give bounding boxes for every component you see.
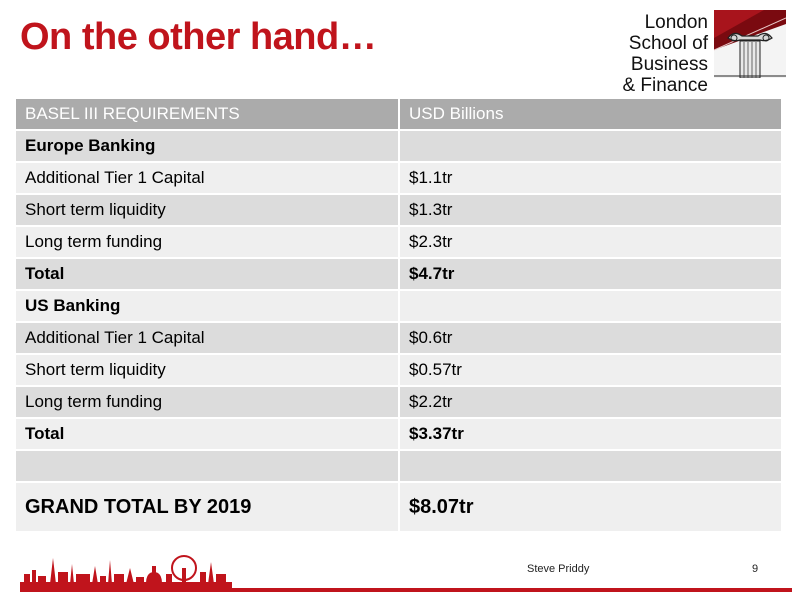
table-row: Additional Tier 1 Capital $0.6tr (16, 322, 783, 355)
table-row: Long term funding $2.3tr (16, 226, 783, 259)
row-value: $2.2tr (399, 386, 783, 419)
table-row: Long term funding $2.2tr (16, 386, 783, 419)
row-label: Additional Tier 1 Capital (16, 322, 400, 355)
grand-total-value: $8.07tr (399, 482, 783, 533)
row-label: Europe Banking (16, 130, 400, 163)
row-value (399, 290, 783, 323)
row-value: $0.57tr (399, 354, 783, 387)
logo-text: London School of Business & Finance (560, 12, 708, 96)
row-label: Total (16, 258, 400, 291)
footer-divider (20, 588, 792, 592)
table-row: Additional Tier 1 Capital $1.1tr (16, 162, 783, 195)
row-label: Short term liquidity (16, 194, 400, 227)
footer-author: Steve Priddy (527, 563, 590, 575)
row-value: $4.7tr (399, 258, 783, 291)
row-label: Short term liquidity (16, 354, 400, 387)
table-row: Europe Banking (16, 130, 783, 163)
lsbf-logo: London School of Business & Finance (560, 8, 788, 96)
page-number: 9 (752, 563, 759, 575)
row-value: $1.1tr (399, 162, 783, 195)
grand-total-row: GRAND TOTAL BY 2019 $8.07tr (16, 482, 783, 533)
london-skyline-icon (20, 555, 232, 590)
row-value: $2.3tr (399, 226, 783, 259)
row-label: Total (16, 418, 400, 451)
logo-line-1: London (644, 12, 708, 33)
table-header-row: BASEL III REQUIREMENTS USD Billions (16, 99, 783, 131)
row-value (399, 450, 783, 483)
slide-title: On the other hand… (20, 16, 377, 58)
row-label: Long term funding (16, 386, 400, 419)
row-value: $0.6tr (399, 322, 783, 355)
table-row-empty (16, 450, 783, 483)
row-value: $1.3tr (399, 194, 783, 227)
row-label: Long term funding (16, 226, 400, 259)
table-row: Short term liquidity $1.3tr (16, 194, 783, 227)
column-emblem-icon (714, 10, 786, 78)
row-label (16, 450, 400, 483)
basel-requirements-table: BASEL III REQUIREMENTS USD Billions Euro… (16, 99, 783, 533)
header-usd-billions: USD Billions (399, 99, 783, 131)
row-value (399, 130, 783, 163)
table-row: Short term liquidity $0.57tr (16, 354, 783, 387)
table-row: Total $3.37tr (16, 418, 783, 451)
header-requirements: BASEL III REQUIREMENTS (16, 99, 400, 131)
table-row: Total $4.7tr (16, 258, 783, 291)
logo-line-3: & Finance (622, 75, 708, 96)
row-label: US Banking (16, 290, 400, 323)
grand-total-label: GRAND TOTAL BY 2019 (16, 482, 400, 533)
row-value: $3.37tr (399, 418, 783, 451)
logo-line-2: School of Business (628, 33, 708, 75)
table-row: US Banking (16, 290, 783, 323)
row-label: Additional Tier 1 Capital (16, 162, 400, 195)
